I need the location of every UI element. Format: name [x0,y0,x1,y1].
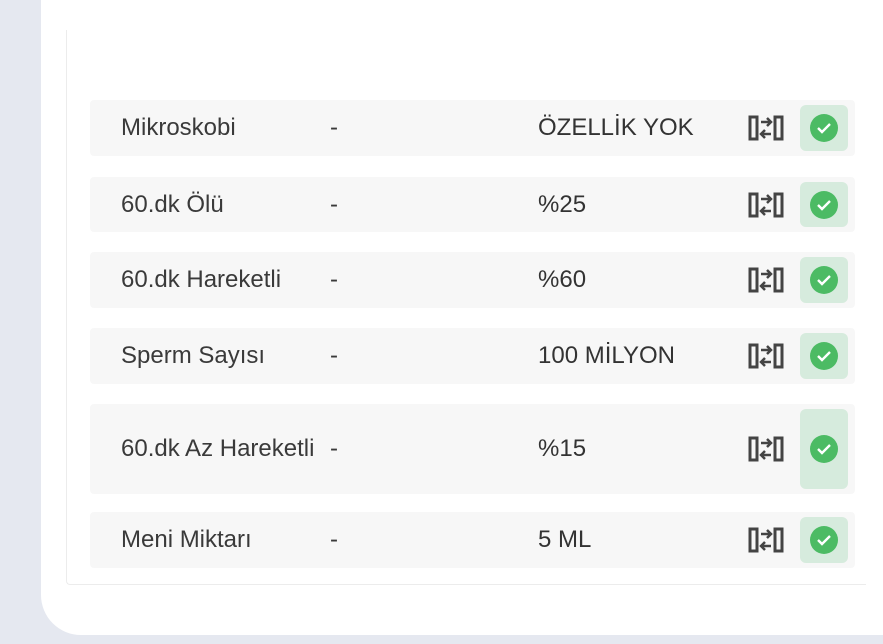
approve-button[interactable] [800,409,848,489]
check-icon [810,114,838,142]
approve-button[interactable] [800,105,848,151]
reference-value: - [330,435,338,462]
test-name: Mikroskobi [121,114,236,141]
check-icon [810,266,838,294]
test-name: 60.dk Ölü [121,190,224,218]
test-name: 60.dk Hareketli [121,266,282,293]
check-icon [810,526,838,554]
result-value: 5 ML [538,526,592,553]
approve-button[interactable] [800,257,848,303]
result-value: 100 MİLYON [538,342,675,369]
approve-button[interactable] [800,333,848,379]
check-icon [810,435,838,463]
approve-button[interactable] [800,517,848,563]
table-row: Mikroskobi - ÖZELLİK YOK [90,100,855,156]
test-name: Meni Miktarı [121,526,252,553]
result-value: %25 [538,190,587,218]
swap-icon[interactable] [748,265,784,295]
reference-value: - [330,114,338,141]
swap-icon[interactable] [748,434,784,464]
test-name: 60.dk Az Hareketli [121,435,315,462]
swap-icon[interactable] [748,113,784,143]
check-icon [810,342,838,370]
table-row: Sperm Sayısı - 100 MİLYON [90,328,855,384]
table-row: 60.dk Ölü - %25 [90,177,855,232]
reference-value: - [330,190,338,218]
result-value: ÖZELLİK YOK [538,114,694,141]
swap-icon[interactable] [748,341,784,371]
test-name: Sperm Sayısı [121,342,266,369]
reference-value: - [330,266,338,293]
check-icon [810,190,838,219]
reference-value: - [330,342,338,369]
reference-value: - [330,526,338,553]
table-row: Meni Miktarı - 5 ML [90,512,855,568]
table-row: 60.dk Az Hareketli - %15 [90,404,855,494]
approve-button[interactable] [800,182,848,227]
result-value: %60 [538,266,587,293]
result-value: %15 [538,435,587,462]
swap-icon[interactable] [748,190,784,220]
swap-icon[interactable] [748,525,784,555]
results-panel [66,30,866,585]
table-row: 60.dk Hareketli - %60 [90,252,855,308]
